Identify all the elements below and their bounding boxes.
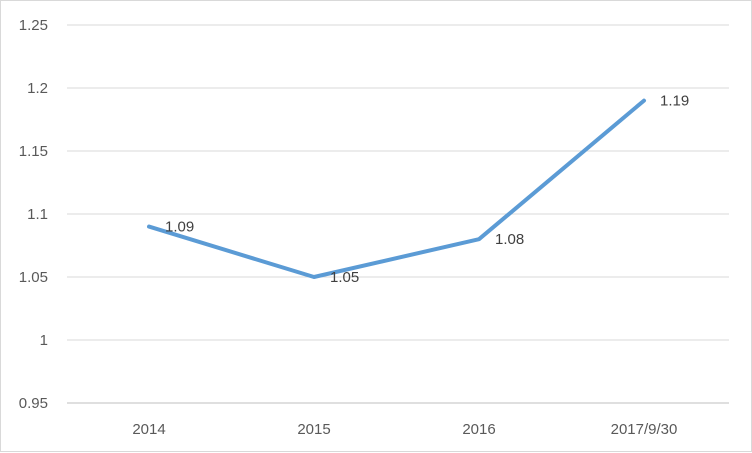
y-tick-label: 1	[40, 332, 48, 349]
series-line	[147, 98, 646, 279]
y-tick-label: 1.05	[19, 269, 48, 286]
series-layer	[147, 98, 646, 279]
y-tick-label: 1.25	[19, 17, 48, 34]
data-label: 1.05	[330, 269, 359, 286]
x-tick-label: 2014	[132, 421, 165, 438]
x-tick-label: 2016	[462, 421, 495, 438]
y-tick-label: 0.95	[19, 395, 48, 412]
x-tick-label: 2017/9/30	[611, 421, 678, 438]
y-tick-label: 1.1	[27, 206, 48, 223]
data-labels: 1.09 1.05 1.08 1.19	[165, 93, 689, 286]
grid-lines	[67, 24, 729, 341]
data-label: 1.19	[660, 93, 689, 110]
y-tick-label: 1.2	[27, 80, 48, 97]
data-label: 1.09	[165, 219, 194, 236]
y-axis-tick-labels: 0.95 1 1.05 1.1 1.15 1.2 1.25	[19, 17, 48, 412]
data-label: 1.08	[495, 231, 524, 248]
x-tick-label: 2015	[297, 421, 330, 438]
x-axis-tick-labels: 2014 2015 2016 2017/9/30	[132, 421, 677, 438]
y-tick-label: 1.15	[19, 143, 48, 160]
